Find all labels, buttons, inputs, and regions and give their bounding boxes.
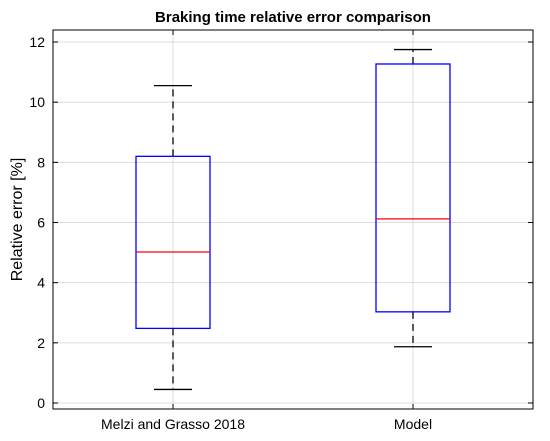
- boxes-layer: [135, 48, 451, 391]
- y-tick-label: 4: [37, 275, 45, 291]
- iqr-box: [135, 155, 211, 330]
- iqr-box: [375, 63, 451, 313]
- y-tick-label: 10: [29, 94, 45, 110]
- y-tick-label: 6: [37, 215, 45, 231]
- y-tick-label: 12: [29, 34, 45, 50]
- chart-title: Braking time relative error comparison: [155, 9, 431, 26]
- y-tick-label: 2: [37, 335, 45, 351]
- y-tick-label: 8: [37, 154, 45, 170]
- y-axis-label: Relative error [%]: [9, 158, 26, 282]
- grid-lines: [53, 30, 533, 409]
- y-tick-label: 0: [37, 395, 45, 411]
- x-tick-label: Melzi and Grasso 2018: [101, 416, 245, 432]
- box-group: [135, 84, 211, 391]
- box-group: [375, 48, 451, 348]
- plot-area-frame: [52, 29, 534, 410]
- x-tick-label: Model: [394, 416, 432, 432]
- axis-ticks: 0 2 4 6 8 10 12 Melzi and Grasso 2018 Model: [29, 30, 533, 432]
